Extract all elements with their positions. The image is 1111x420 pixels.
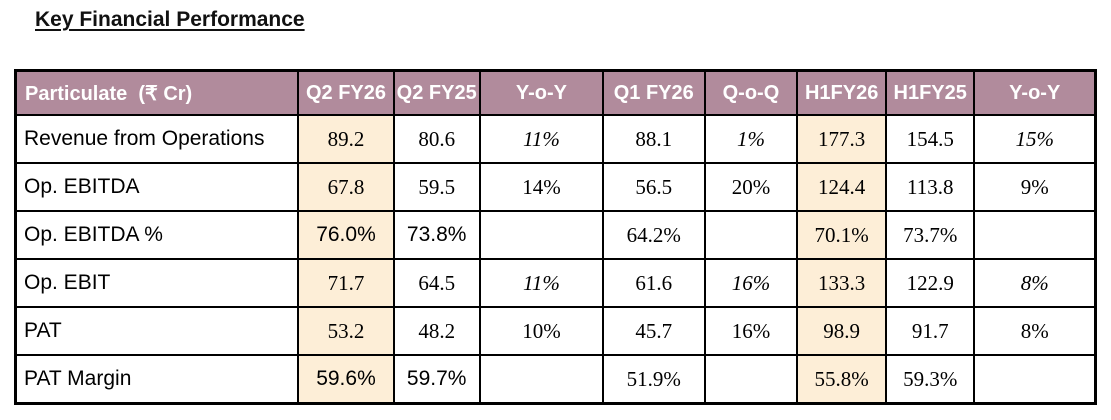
- column-header-q2fy26: Q2 FY26: [297, 69, 395, 116]
- cell-yoy-quarter: [478, 354, 605, 405]
- cell-yoy-half: [973, 354, 1097, 405]
- cell-q1fy26: 88.1: [602, 114, 706, 164]
- cell-yoy-quarter: [478, 210, 605, 260]
- page-title: Key Financial Performance: [35, 8, 305, 31]
- cell-h1fy25: 91.7: [884, 306, 976, 356]
- cell-q2fy26: 71.7: [297, 258, 395, 308]
- cell-q2fy25: 64.5: [392, 258, 481, 308]
- cell-yoy-half: 15%: [973, 114, 1097, 164]
- page: Key Financial Performance Particulate (₹…: [0, 8, 1111, 405]
- cell-qoq: [703, 210, 799, 260]
- column-header-yoy-quarter: Y-o-Y: [478, 69, 605, 116]
- cell-qoq: 16%: [703, 306, 799, 356]
- cell-q1fy26: 45.7: [602, 306, 706, 356]
- cell-q2fy26: 89.2: [297, 114, 395, 164]
- cell-q1fy26: 56.5: [602, 162, 706, 212]
- header-row: Particulate (₹ Cr) Q2 FY26 Q2 FY25 Y-o-Y…: [14, 69, 1097, 116]
- cell-q2fy26: 53.2: [297, 306, 395, 356]
- cell-yoy-quarter: 11%: [478, 258, 605, 308]
- column-header-h1fy25: H1FY25: [884, 69, 976, 116]
- row-label: Op. EBITDA %: [14, 210, 300, 260]
- cell-q2fy26: 67.8: [297, 162, 395, 212]
- cell-yoy-half: [973, 210, 1097, 260]
- row-label: PAT: [14, 306, 300, 356]
- row-label: Revenue from Operations: [14, 114, 300, 164]
- row-label: Op. EBITDA: [14, 162, 300, 212]
- cell-h1fy25: 154.5: [884, 114, 976, 164]
- row-label: Op. EBIT: [14, 258, 300, 308]
- cell-q1fy26: 51.9%: [602, 354, 706, 405]
- row-label: PAT Margin: [14, 354, 300, 405]
- cell-h1fy26: 98.9: [796, 306, 887, 356]
- cell-qoq: 16%: [703, 258, 799, 308]
- cell-yoy-half: 8%: [973, 258, 1097, 308]
- column-header-yoy-half: Y-o-Y: [973, 69, 1097, 116]
- cell-yoy-quarter: 10%: [478, 306, 605, 356]
- table-row-op-ebitda-margin: Op. EBITDA % 76.0% 73.8% 64.2% 70.1% 73.…: [14, 210, 1097, 260]
- cell-qoq: 20%: [703, 162, 799, 212]
- cell-q2fy26: 59.6%: [297, 354, 395, 405]
- cell-q2fy25: 80.6: [392, 114, 481, 164]
- table-row-revenue: Revenue from Operations 89.2 80.6 11% 88…: [14, 114, 1097, 164]
- cell-h1fy26: 70.1%: [796, 210, 887, 260]
- cell-q2fy25: 48.2: [392, 306, 481, 356]
- cell-h1fy25: 113.8: [884, 162, 976, 212]
- table-row-pat-margin: PAT Margin 59.6% 59.7% 51.9% 55.8% 59.3%: [14, 354, 1097, 405]
- cell-yoy-half: 8%: [973, 306, 1097, 356]
- cell-q2fy25: 59.5: [392, 162, 481, 212]
- cell-h1fy26: 177.3: [796, 114, 887, 164]
- column-header-q2fy25: Q2 FY25: [392, 69, 481, 116]
- cell-h1fy25: 73.7%: [884, 210, 976, 260]
- cell-q1fy26: 64.2%: [602, 210, 706, 260]
- cell-h1fy26: 124.4: [796, 162, 887, 212]
- cell-yoy-quarter: 11%: [478, 114, 605, 164]
- cell-h1fy25: 122.9: [884, 258, 976, 308]
- column-header-qoq: Q-o-Q: [703, 69, 799, 116]
- column-header-q1fy26: Q1 FY26: [602, 69, 706, 116]
- table-row-op-ebitda: Op. EBITDA 67.8 59.5 14% 56.5 20% 124.4 …: [14, 162, 1097, 212]
- financial-table: Particulate (₹ Cr) Q2 FY26 Q2 FY25 Y-o-Y…: [14, 69, 1097, 405]
- table-row-pat: PAT 53.2 48.2 10% 45.7 16% 98.9 91.7 8%: [14, 306, 1097, 356]
- cell-h1fy25: 59.3%: [884, 354, 976, 405]
- cell-qoq: [703, 354, 799, 405]
- cell-yoy-half: 9%: [973, 162, 1097, 212]
- cell-qoq: 1%: [703, 114, 799, 164]
- cell-h1fy26: 55.8%: [796, 354, 887, 405]
- cell-yoy-quarter: 14%: [478, 162, 605, 212]
- cell-h1fy26: 133.3: [796, 258, 887, 308]
- table-row-op-ebit: Op. EBIT 71.7 64.5 11% 61.6 16% 133.3 12…: [14, 258, 1097, 308]
- cell-q2fy25: 59.7%: [392, 354, 481, 405]
- cell-q1fy26: 61.6: [602, 258, 706, 308]
- cell-q2fy25: 73.8%: [392, 210, 481, 260]
- column-header-particulate: Particulate (₹ Cr): [14, 69, 300, 116]
- column-header-h1fy26: H1FY26: [796, 69, 887, 116]
- cell-q2fy26: 76.0%: [297, 210, 395, 260]
